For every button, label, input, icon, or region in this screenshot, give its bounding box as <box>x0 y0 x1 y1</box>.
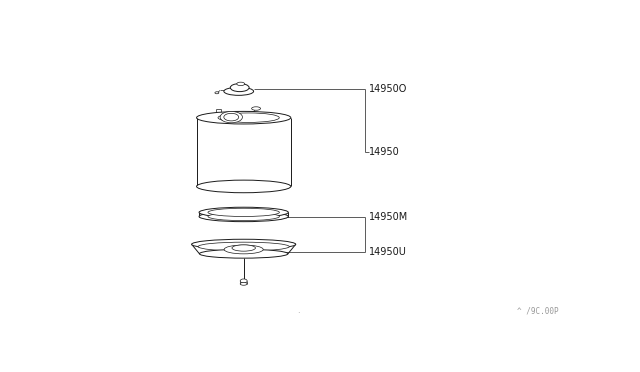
Ellipse shape <box>240 282 247 285</box>
Text: 14950M: 14950M <box>369 212 408 221</box>
Ellipse shape <box>191 239 296 249</box>
Ellipse shape <box>224 113 239 121</box>
Ellipse shape <box>224 245 263 254</box>
Ellipse shape <box>198 242 289 251</box>
Ellipse shape <box>199 211 288 222</box>
Text: 14950O: 14950O <box>369 84 407 94</box>
Ellipse shape <box>218 113 279 122</box>
Text: .: . <box>297 306 300 315</box>
Text: 14950U: 14950U <box>369 247 406 257</box>
Ellipse shape <box>200 249 288 258</box>
Ellipse shape <box>208 208 280 217</box>
Ellipse shape <box>240 279 247 283</box>
Ellipse shape <box>230 84 249 92</box>
Ellipse shape <box>224 87 253 95</box>
Ellipse shape <box>196 111 291 124</box>
Text: 14950: 14950 <box>369 147 399 157</box>
Ellipse shape <box>208 212 280 221</box>
Ellipse shape <box>215 92 219 94</box>
Ellipse shape <box>196 180 291 193</box>
Ellipse shape <box>252 107 260 110</box>
Ellipse shape <box>220 112 243 123</box>
Ellipse shape <box>199 207 288 218</box>
Ellipse shape <box>232 245 255 251</box>
Ellipse shape <box>237 82 244 86</box>
Text: ^ /9C.00P: ^ /9C.00P <box>517 306 559 315</box>
